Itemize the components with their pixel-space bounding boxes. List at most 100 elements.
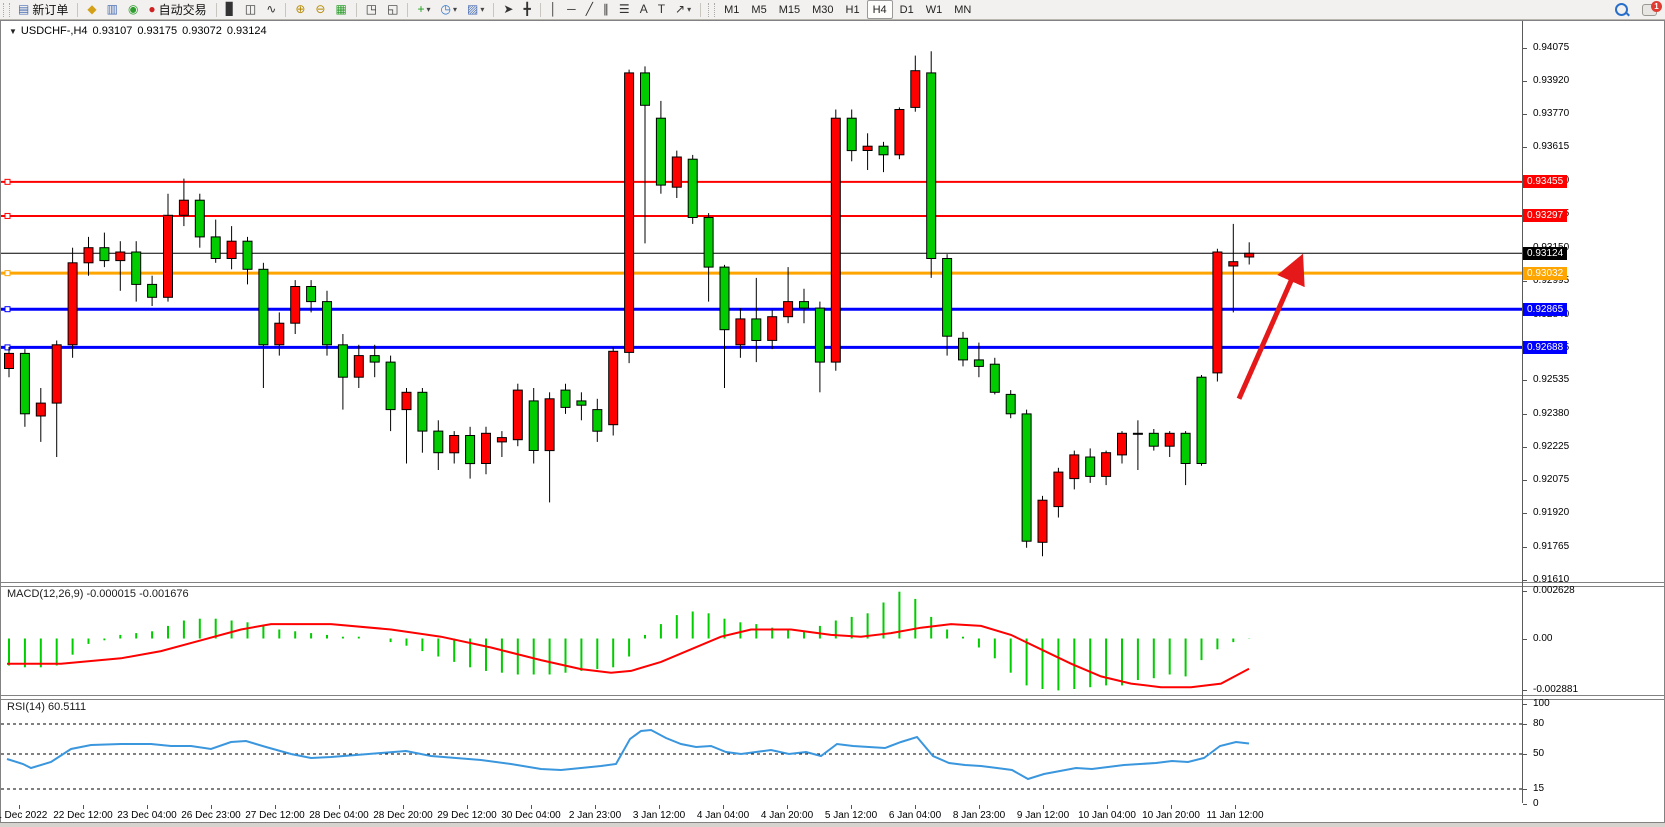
search-icon[interactable] (1615, 3, 1628, 16)
macd-pane[interactable] (1, 585, 1522, 695)
price-open: 0.93107 (92, 25, 133, 37)
cursor-button[interactable]: ➤ (499, 1, 517, 18)
pane-separator-rsi[interactable] (1, 695, 1664, 700)
arrow-annotation[interactable] (1236, 253, 1305, 400)
trendline-button[interactable]: ╱ (582, 1, 597, 18)
candle (163, 193, 173, 302)
toolbar-separator (700, 2, 702, 17)
candle (1180, 431, 1191, 486)
hline-anchor[interactable] (4, 212, 11, 219)
object-list-button[interactable]: ◱ (383, 1, 402, 18)
timeframe-MN[interactable]: MN (954, 3, 972, 16)
text-icon: A (639, 2, 648, 16)
price-close: 0.93124 (226, 25, 267, 37)
candle (449, 431, 460, 464)
hline-anchor[interactable] (4, 344, 11, 351)
timeframe-M15[interactable]: M15 (778, 3, 801, 16)
navigator-button[interactable]: ◉ (124, 1, 142, 18)
axis-tick-label: 100 (1533, 698, 1550, 709)
candle (210, 219, 221, 263)
arrows-tool-dropdown-icon[interactable]: ▾ (687, 5, 692, 14)
chart-window[interactable]: ▼ USDCHF-,H4 0.93107 0.93175 0.93072 0.93124 … (0, 20, 1665, 823)
time-label: 10 Jan 04:00 (1078, 810, 1136, 821)
timeframe-D1[interactable]: D1 (899, 3, 914, 16)
time-tick (723, 805, 724, 809)
text-label-button[interactable]: T (654, 1, 669, 18)
fibonacci-button[interactable]: ☰ (615, 1, 634, 18)
axis-tick-label: 0.002628 (1533, 585, 1575, 596)
tile-windows-button[interactable]: ▦ (331, 1, 350, 18)
templates-dropdown-icon[interactable]: ▾ (480, 5, 485, 14)
toolbar-grip[interactable] (3, 2, 10, 17)
candlestick-chart-button[interactable]: ◫ (241, 1, 260, 18)
time-axis[interactable]: 21 Dec 2022 22 Dec 12:00 23 Dec 04:00 26 De… (0, 805, 1664, 822)
candle (1148, 429, 1159, 451)
time-tick (595, 805, 596, 809)
periods-button[interactable]: ◷ ▾ (437, 1, 462, 18)
candle (989, 357, 1000, 395)
zoom-out-button[interactable]: ⊖ (311, 1, 329, 18)
time-label: 2 Jan 23:00 (568, 810, 622, 821)
toolbar-separator (539, 2, 541, 17)
zoom-in-button[interactable]: ⊕ (291, 1, 309, 18)
object-list-icon: ◱ (387, 2, 399, 16)
macd-label: MACD(12,26,9) -0.000015 -0.001676 (7, 588, 189, 600)
new-order-label: 新订单 (32, 3, 69, 17)
crosshair-button[interactable]: ╋ (519, 1, 534, 18)
templates-button[interactable]: ▨ ▾ (463, 1, 488, 18)
zoom-out-icon: ⊖ (315, 2, 326, 16)
add-chart-dropdown-icon[interactable]: ▾ (426, 5, 431, 14)
arrows-tool-button[interactable]: ↗ ▾ (671, 1, 695, 18)
candle (958, 331, 968, 367)
candle (687, 154, 698, 224)
timeframe-H1[interactable]: H1 (845, 3, 860, 16)
timeframe-M1[interactable]: M1 (724, 3, 740, 16)
periods-dropdown-icon[interactable]: ▾ (453, 5, 458, 14)
timeframe-W1[interactable]: W1 (925, 3, 943, 16)
time-label: 22 Dec 12:00 (53, 810, 113, 821)
timeframe-grip[interactable] (708, 2, 716, 17)
timeframe-H4[interactable]: H4 (866, 0, 893, 19)
timeframe-M5[interactable]: M5 (751, 3, 767, 16)
candle (767, 310, 778, 350)
equidistant-channel-button[interactable]: ∥ (599, 1, 613, 18)
axis-tick (1523, 639, 1527, 640)
time-label: 26 Dec 23:00 (181, 810, 241, 821)
chat-icon[interactable]: 1 (1642, 0, 1662, 16)
price-pane[interactable] (1, 23, 1522, 582)
market-watch-icon: ◆ (87, 2, 97, 16)
pane-separator-macd[interactable] (1, 582, 1664, 587)
candle (751, 277, 762, 363)
indicator-window-button[interactable]: ◳ (362, 1, 381, 18)
candle (560, 383, 571, 414)
time-label: 11 Jan 12:00 (1206, 810, 1264, 821)
add-chart-button[interactable]: + ▾ (413, 1, 434, 18)
hline-anchor[interactable] (4, 178, 11, 185)
bar-chart-button[interactable]: ▊ (222, 1, 239, 18)
chart-collapse-icon[interactable]: ▼ (9, 27, 17, 36)
candle (194, 193, 205, 248)
new-order-button[interactable]: ▤ 新订单 (14, 1, 72, 18)
candle (369, 344, 380, 378)
candle (99, 232, 110, 268)
line-chart-button[interactable]: ∿ (262, 1, 280, 18)
time-label: 28 Dec 04:00 (309, 810, 369, 821)
vertical-line-button[interactable]: │ (546, 1, 562, 18)
axis-tick (1523, 789, 1527, 790)
price-line-badge: 0.93124 (1523, 247, 1568, 260)
horizontal-line-button[interactable]: ─ (563, 1, 580, 18)
candle (719, 264, 730, 388)
price-axis[interactable]: 0.940750.939200.937700.936150.934600.933… (1522, 21, 1664, 809)
timeframe-M30[interactable]: M30 (812, 3, 834, 16)
candle (1085, 448, 1096, 483)
data-window-button[interactable]: ▥ (103, 1, 122, 18)
time-tick (659, 805, 660, 809)
rsi-pane[interactable] (1, 698, 1522, 805)
candle (322, 290, 332, 356)
text-button[interactable]: A (636, 1, 652, 18)
candle (862, 133, 873, 170)
market-watch-button[interactable]: ◆ (83, 1, 100, 18)
hline-anchor[interactable] (4, 306, 11, 313)
autotrading-button[interactable]: ● 自动交易 (144, 1, 210, 18)
hline-anchor[interactable] (4, 270, 11, 277)
